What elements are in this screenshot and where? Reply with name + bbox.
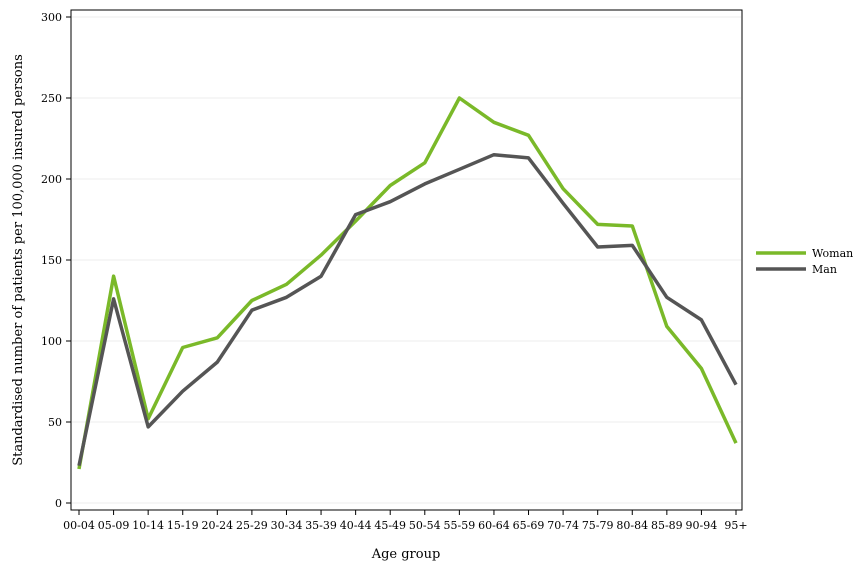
- x-axis: 00-04 05-09 10-14 15-19 20-24 25-29 30-34 35-39…: [63, 510, 748, 532]
- y-tick-label: 100: [41, 335, 62, 348]
- x-tick-label: 05-09: [98, 519, 130, 532]
- y-axis: 0 50 100 150 200 250 300: [41, 11, 71, 510]
- x-tick-label: 70-74: [547, 519, 579, 532]
- x-tick-label: 35-39: [305, 519, 337, 532]
- x-tick-label: 40-44: [340, 519, 372, 532]
- x-tick-label: 50-54: [409, 519, 441, 532]
- y-tick-label: 0: [55, 497, 62, 510]
- y-tick-label: 300: [41, 11, 62, 24]
- x-tick-label: 95+: [724, 519, 747, 532]
- x-axis-title: Age group: [371, 547, 441, 562]
- gridlines: [72, 16, 741, 504]
- x-tick-label: 75-79: [582, 519, 614, 532]
- series-line-woman: [77, 96, 738, 470]
- y-tick-label: 150: [41, 254, 62, 267]
- x-tick-label: 30-34: [271, 519, 303, 532]
- x-tick-label: 60-64: [478, 519, 510, 532]
- x-tick-label: 90-94: [686, 519, 718, 532]
- legend-label-man: Man: [812, 263, 837, 276]
- x-tick-label: 85-89: [651, 519, 683, 532]
- x-tick-label: 10-14: [132, 519, 164, 532]
- y-tick-label: 200: [41, 173, 62, 186]
- x-tick-label: 25-29: [236, 519, 268, 532]
- legend-label-woman: Woman: [812, 247, 853, 260]
- x-tick-label: 15-19: [167, 519, 199, 532]
- series-lines: [77, 96, 738, 470]
- x-tick-label: 80-84: [616, 519, 648, 532]
- x-tick-label: 20-24: [201, 519, 233, 532]
- legend: Woman Man: [756, 247, 853, 276]
- x-tick-label: 00-04: [63, 519, 95, 532]
- x-tick-label: 45-49: [374, 519, 406, 532]
- y-tick-label: 50: [48, 416, 62, 429]
- series-line-man: [77, 152, 738, 467]
- x-tick-label: 65-69: [513, 519, 545, 532]
- x-tick-label: 55-59: [444, 519, 476, 532]
- y-axis-title: Standardised number of patients per 100,…: [11, 54, 26, 466]
- y-tick-label: 250: [41, 92, 62, 105]
